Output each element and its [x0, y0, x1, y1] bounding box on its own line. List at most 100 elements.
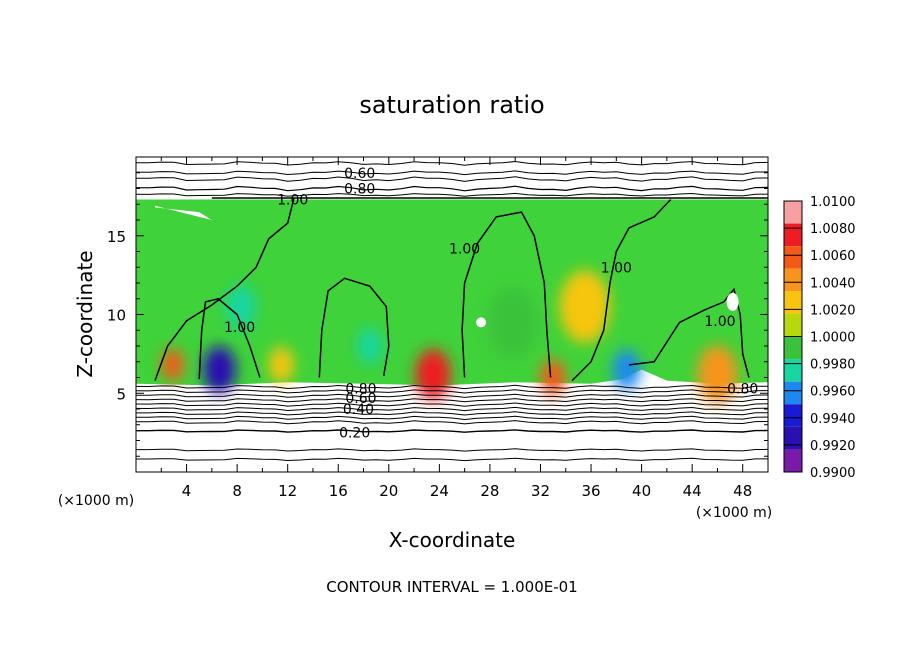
contour-line-upper [136, 176, 768, 182]
x-unit-right: (×1000 m) [696, 505, 772, 521]
color-patches [161, 270, 738, 404]
colorbar-swatch [784, 359, 802, 382]
contour-label: 0.40 [343, 402, 374, 418]
y-tick-label: 10 [107, 307, 126, 325]
contour-line-0-20 [136, 429, 768, 433]
x-axis: 4 8 12 16 20 24 28 32 36 40 44 48 [135, 157, 769, 500]
colorbar-label: 1.0040 [810, 276, 856, 291]
contour-label: 1.00 [277, 193, 308, 209]
contour-line-1-00 [318, 277, 390, 378]
y-axis: 5 10 15 [107, 156, 768, 473]
contour-label: 0.20 [339, 426, 370, 442]
contour-label: 1.00 [224, 320, 255, 336]
contour-label: 0.80 [344, 182, 375, 198]
colorbar-swatch [784, 336, 802, 360]
x-unit-left: (×1000 m) [58, 493, 134, 509]
color-patch [357, 327, 383, 365]
y-tick-label: 5 [116, 385, 126, 403]
x-tick-label: 44 [683, 482, 702, 500]
chart-title: saturation ratio [359, 91, 544, 119]
contour-line-upper [136, 170, 768, 176]
contour-label: 1.00 [449, 241, 480, 257]
contour-line-lower [136, 402, 768, 407]
saturation-field: 0.600.801.001.001.001.00 1.000.800.600.40… [136, 157, 768, 472]
contour-label: 0.80 [727, 382, 758, 398]
y-tick-label: 15 [107, 228, 126, 246]
contour-line-lower [136, 406, 768, 412]
x-tick-label: 40 [632, 482, 651, 500]
color-patch [225, 284, 257, 329]
cloud-layer-region [136, 199, 768, 386]
x-tick-label: 12 [278, 482, 297, 500]
clear-patch [476, 317, 487, 328]
colorbar-label: 1.0100 [810, 195, 856, 210]
colorbar-label: 1.0060 [810, 249, 856, 264]
contour-line-lower [136, 448, 768, 452]
contour-line-upper [136, 160, 768, 166]
contour-line-lower [136, 420, 768, 425]
contour-label: 1.00 [704, 314, 735, 330]
color-patch [540, 359, 566, 396]
colorbar-label: 0.9980 [810, 358, 856, 373]
colorbar-label: 1.0080 [810, 222, 856, 237]
contour-line-lower [136, 457, 768, 462]
x-tick-label: 8 [232, 482, 242, 500]
colorbar-label: 1.0000 [810, 331, 856, 346]
contour-line-lower [136, 411, 768, 416]
color-patch [697, 345, 738, 404]
x-axis-label: X-coordinate [389, 528, 516, 552]
contour-line-1-00 [198, 297, 261, 380]
x-tick-label: 28 [480, 482, 499, 500]
contour-line-lower [136, 398, 768, 403]
color-patch [268, 346, 294, 384]
contour-lines [136, 160, 768, 462]
contour-line-lower [136, 384, 768, 390]
x-tick-label: 48 [733, 482, 752, 500]
contour-label: 0.60 [344, 166, 375, 182]
colorbar-swatch [784, 201, 802, 224]
contour-label: 0.80 [345, 382, 376, 398]
colorbar-swatch [784, 268, 802, 292]
contour-line-1-00 [154, 197, 295, 381]
contour-labels: 0.600.801.001.001.001.00 1.000.800.600.40… [224, 166, 758, 442]
clear-patch [155, 205, 212, 220]
x-tick-label: 16 [329, 482, 348, 500]
x-tick-label: 32 [531, 482, 550, 500]
colorbar-swatch [784, 381, 802, 405]
contour-line-upper [136, 185, 768, 192]
colorbar-label: 0.9900 [810, 466, 856, 481]
colorbar-swatch [784, 246, 802, 269]
colorbar-swatch [784, 313, 802, 337]
colorbar-label: 0.9920 [810, 439, 856, 454]
color-patch [559, 270, 610, 343]
contour-label: 0.60 [345, 391, 376, 407]
color-patch [202, 346, 236, 394]
contour-line-1-00 [461, 211, 552, 378]
contour-label: 1.00 [601, 260, 632, 276]
contour-line-upper [136, 192, 768, 197]
x-tick-label: 4 [182, 482, 192, 500]
colorbar-label: 1.0020 [810, 303, 856, 318]
x-tick-label: 36 [581, 482, 600, 500]
y-axis-label: Z-coordinate [73, 250, 97, 377]
colorbar-label: 0.9960 [810, 385, 856, 400]
x-tick-label: 24 [430, 482, 449, 500]
colorbar-swatch [784, 426, 802, 450]
color-patch [161, 348, 185, 382]
contour-line-lower [136, 415, 768, 421]
colorbar-swatch [784, 223, 802, 247]
contour-line-lower [136, 389, 768, 394]
colorbar-swatch [784, 291, 802, 314]
colorbar-swatch [784, 404, 802, 427]
color-patch [612, 349, 641, 390]
color-patch [415, 348, 451, 400]
x-tick-label: 20 [379, 482, 398, 500]
colorbar-swatch [784, 449, 802, 472]
contour-line-lower [136, 393, 768, 398]
colorbar-label: 0.9940 [810, 412, 856, 427]
colorbar: 1.0100 1.0080 1.0060 1.0040 1.0020 1.0000 0.99… [783, 195, 856, 481]
color-patch [487, 286, 538, 359]
contour-interval-note: CONTOUR INTERVAL = 1.000E-01 [326, 578, 577, 596]
contour-line-1-00 [571, 198, 672, 382]
